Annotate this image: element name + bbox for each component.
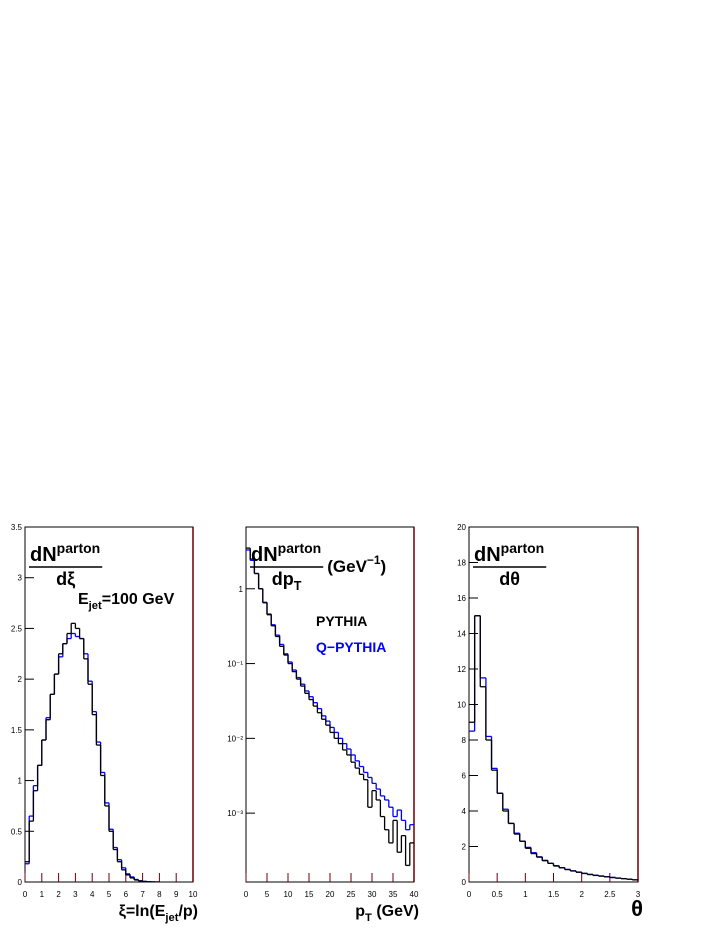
y-tick-label: 3 bbox=[18, 574, 23, 583]
x-tick-label: 0 bbox=[23, 890, 28, 899]
x-axis-label-part: θ bbox=[631, 896, 643, 921]
y-label-denominator: dξ bbox=[56, 569, 75, 590]
y-tick-label: 8 bbox=[462, 736, 467, 745]
y-tick-label: 10 bbox=[457, 701, 466, 710]
x-tick-label: 25 bbox=[347, 890, 356, 899]
annotation: Ejet=100 GeV bbox=[78, 591, 175, 612]
x-tick-label: 3 bbox=[73, 890, 78, 899]
x-axis-label: ξ=ln(Ejet/p) bbox=[119, 903, 198, 924]
x-axis-label: pT (GeV) bbox=[355, 903, 419, 924]
y-tick-label: 0 bbox=[462, 878, 467, 887]
x-tick-label: 6 bbox=[124, 890, 129, 899]
panel: 0 5 10 15 20 25 30 35 4010⁻³10⁻²10⁻¹1dNpartondpT… bbox=[227, 526, 419, 924]
y-label-numerator: dNparton bbox=[251, 540, 321, 566]
x-tick-label: 1.5 bbox=[548, 890, 560, 899]
y-label-numerator-part: parton bbox=[278, 540, 322, 556]
panel: 0 0.5 1 1.5 2 2.5 3 0 2 4 6 8 10 12 14 16 18 20 dNparton dθ… bbox=[457, 523, 643, 921]
x-axis-label-part: T bbox=[365, 912, 372, 924]
y-tick-label: 18 bbox=[457, 559, 466, 568]
x-tick-label: 0.5 bbox=[492, 890, 504, 899]
y-tick-label: 0.5 bbox=[11, 827, 23, 836]
y-label-unit-part: −1 bbox=[367, 553, 381, 567]
histograms bbox=[469, 615, 638, 881]
legend-entry: PYTHIA bbox=[316, 613, 367, 629]
x-tick-label: 1 bbox=[40, 890, 45, 899]
y-tick-label: 14 bbox=[457, 630, 466, 639]
x-tick-label: 0 bbox=[244, 890, 249, 899]
x-axis-label-part: /p) bbox=[178, 903, 198, 920]
y-label-numerator-part: dN bbox=[30, 544, 57, 566]
plot-frame bbox=[245, 526, 415, 883]
panel: 0 1 2 3 4 5 6 7 8 9 10 0 0.5 1 1.5 2 2.5 3 3.5 dNparton dξEj… bbox=[11, 523, 198, 924]
y-label-denominator: dθ bbox=[499, 569, 520, 589]
y-tick-label: 20 bbox=[457, 523, 466, 532]
y-tick-label: 10⁻³ bbox=[227, 809, 243, 818]
y-tick-label: 1 bbox=[18, 777, 23, 786]
x-tick-label: 5 bbox=[265, 890, 270, 899]
y-tick-label: 0 bbox=[18, 878, 23, 887]
y-tick-label: 1.5 bbox=[11, 726, 23, 735]
histogram-series bbox=[25, 622, 160, 882]
x-axis-label-part: ξ=ln(E bbox=[119, 903, 166, 920]
y-label-denominator-part: dξ bbox=[56, 569, 75, 590]
x-axis-label-part: (GeV) bbox=[372, 903, 419, 920]
y-tick-label: 12 bbox=[457, 665, 466, 674]
y-label-numerator-part: dN bbox=[251, 544, 278, 566]
y-label-numerator: dNparton bbox=[474, 540, 544, 566]
y-tick-label: 6 bbox=[462, 772, 467, 781]
annotation-part: =100 GeV bbox=[102, 591, 175, 608]
y-label-denominator-part: T bbox=[294, 579, 302, 593]
y-label-numerator: dNparton bbox=[30, 540, 100, 566]
x-axis-label: θ bbox=[631, 896, 643, 921]
histogram-series bbox=[246, 547, 414, 867]
x-tick-label: 35 bbox=[389, 890, 398, 899]
y-tick-label: 3.5 bbox=[11, 523, 23, 532]
y-label-numerator-part: parton bbox=[57, 540, 101, 556]
x-tick-label: 10 bbox=[189, 890, 198, 899]
x-tick-label: 40 bbox=[410, 890, 419, 899]
x-axis-label-part: jet bbox=[164, 912, 178, 924]
histogram-series bbox=[469, 615, 638, 881]
x-tick-label: 20 bbox=[326, 890, 335, 899]
y-label-denominator-part: dθ bbox=[499, 569, 520, 589]
y-label-denominator: dpT bbox=[272, 569, 302, 593]
legend-entry: Q−PYTHIA bbox=[316, 639, 386, 655]
x-axis-label-part: p bbox=[355, 903, 365, 920]
y-tick-label: 1 bbox=[239, 585, 244, 594]
x-tick-label: 30 bbox=[368, 890, 377, 899]
x-tick-label: 15 bbox=[305, 890, 314, 899]
y-label-numerator-part: parton bbox=[501, 540, 545, 556]
x-tick-label: 5 bbox=[107, 890, 112, 899]
y-label-unit: (GeV−1) bbox=[327, 553, 386, 576]
y-tick-label: 10⁻² bbox=[227, 734, 243, 743]
y-label-numerator-part: dN bbox=[474, 544, 501, 566]
x-tick-label: 2 bbox=[579, 890, 584, 899]
x-tick-label: 2 bbox=[56, 890, 61, 899]
x-tick-label: 9 bbox=[174, 890, 179, 899]
plot-frame bbox=[468, 526, 639, 883]
annotation-part: E bbox=[78, 591, 89, 608]
histograms bbox=[246, 547, 414, 867]
y-label-unit-part: ) bbox=[380, 557, 386, 576]
y-tick-label: 4 bbox=[462, 807, 467, 816]
y-label-unit-part: (GeV bbox=[327, 557, 367, 576]
x-tick-label: 1 bbox=[523, 890, 528, 899]
x-tick-label: 10 bbox=[284, 890, 293, 899]
y-tick-label: 10⁻¹ bbox=[227, 660, 243, 669]
y-tick-label: 2 bbox=[18, 675, 23, 684]
y-label-denominator-part: dp bbox=[272, 569, 294, 589]
x-tick-label: 8 bbox=[157, 890, 162, 899]
y-tick-label: 2 bbox=[462, 843, 467, 852]
x-tick-label: 2.5 bbox=[604, 890, 616, 899]
y-tick-label: 2.5 bbox=[11, 624, 23, 633]
annotation-part: jet bbox=[88, 600, 102, 612]
x-tick-label: 3 bbox=[636, 890, 641, 899]
x-tick-label: 7 bbox=[140, 890, 145, 899]
y-tick-label: 16 bbox=[457, 594, 466, 603]
x-tick-label: 4 bbox=[90, 890, 95, 899]
histograms bbox=[25, 622, 160, 882]
x-tick-label: 0 bbox=[467, 890, 472, 899]
